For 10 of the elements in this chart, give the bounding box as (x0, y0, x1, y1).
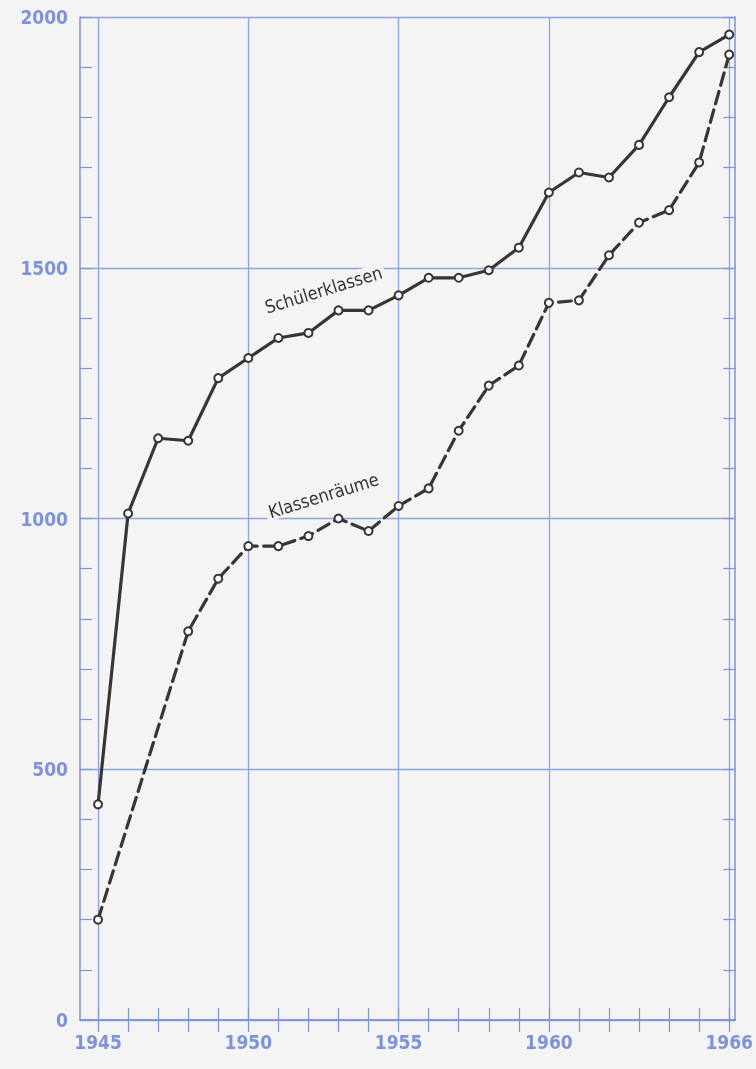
y-tick-label: 2000 (20, 6, 69, 28)
y-tick-label: 1500 (20, 256, 69, 279)
x-tick-label: 1945 (74, 1030, 122, 1053)
y-tick-label: 500 (32, 758, 69, 781)
x-tick-label: 1960 (525, 1030, 573, 1053)
x-tick-label: 1950 (224, 1030, 273, 1053)
x-tick-label: 1966 (705, 1030, 753, 1053)
y-tick-label: 1000 (20, 507, 69, 530)
y-tick-label: 0 (56, 1009, 69, 1031)
x-tick-label: 1955 (374, 1030, 423, 1053)
